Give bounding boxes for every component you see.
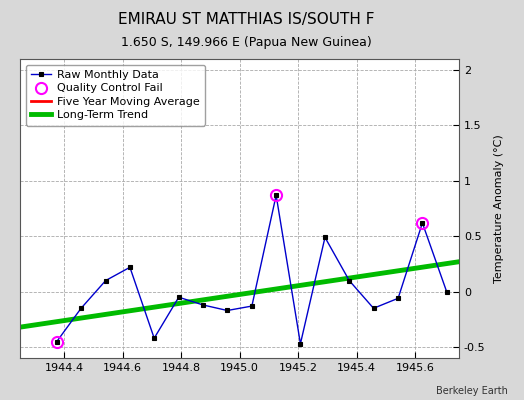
Text: EMIRAU ST MATTHIAS IS/SOUTH F: EMIRAU ST MATTHIAS IS/SOUTH F — [118, 12, 375, 27]
Raw Monthly Data — [322, 235, 328, 240]
Quality Control Fail — [273, 193, 279, 198]
Line: Raw Monthly Data: Raw Monthly Data — [54, 193, 449, 346]
Quality Control Fail — [53, 339, 60, 344]
Raw Monthly Data — [346, 278, 353, 283]
Raw Monthly Data — [53, 339, 60, 344]
Text: Berkeley Earth: Berkeley Earth — [436, 386, 508, 396]
Raw Monthly Data — [395, 296, 401, 301]
Raw Monthly Data — [224, 308, 231, 313]
Raw Monthly Data — [297, 341, 303, 346]
Y-axis label: Temperature Anomaly (°C): Temperature Anomaly (°C) — [494, 134, 504, 283]
Raw Monthly Data — [151, 336, 157, 340]
Raw Monthly Data — [127, 265, 133, 270]
Raw Monthly Data — [249, 304, 255, 308]
Raw Monthly Data — [200, 302, 206, 307]
Line: Quality Control Fail: Quality Control Fail — [51, 190, 428, 347]
Legend: Raw Monthly Data, Quality Control Fail, Five Year Moving Average, Long-Term Tren: Raw Monthly Data, Quality Control Fail, … — [26, 64, 205, 126]
Quality Control Fail — [419, 220, 425, 225]
Raw Monthly Data — [273, 193, 279, 198]
Raw Monthly Data — [370, 306, 377, 311]
Raw Monthly Data — [419, 220, 425, 225]
Raw Monthly Data — [103, 278, 109, 283]
Raw Monthly Data — [78, 306, 84, 311]
Text: 1.650 S, 149.966 E (Papua New Guinea): 1.650 S, 149.966 E (Papua New Guinea) — [121, 36, 372, 49]
Raw Monthly Data — [443, 289, 450, 294]
Raw Monthly Data — [176, 295, 182, 300]
